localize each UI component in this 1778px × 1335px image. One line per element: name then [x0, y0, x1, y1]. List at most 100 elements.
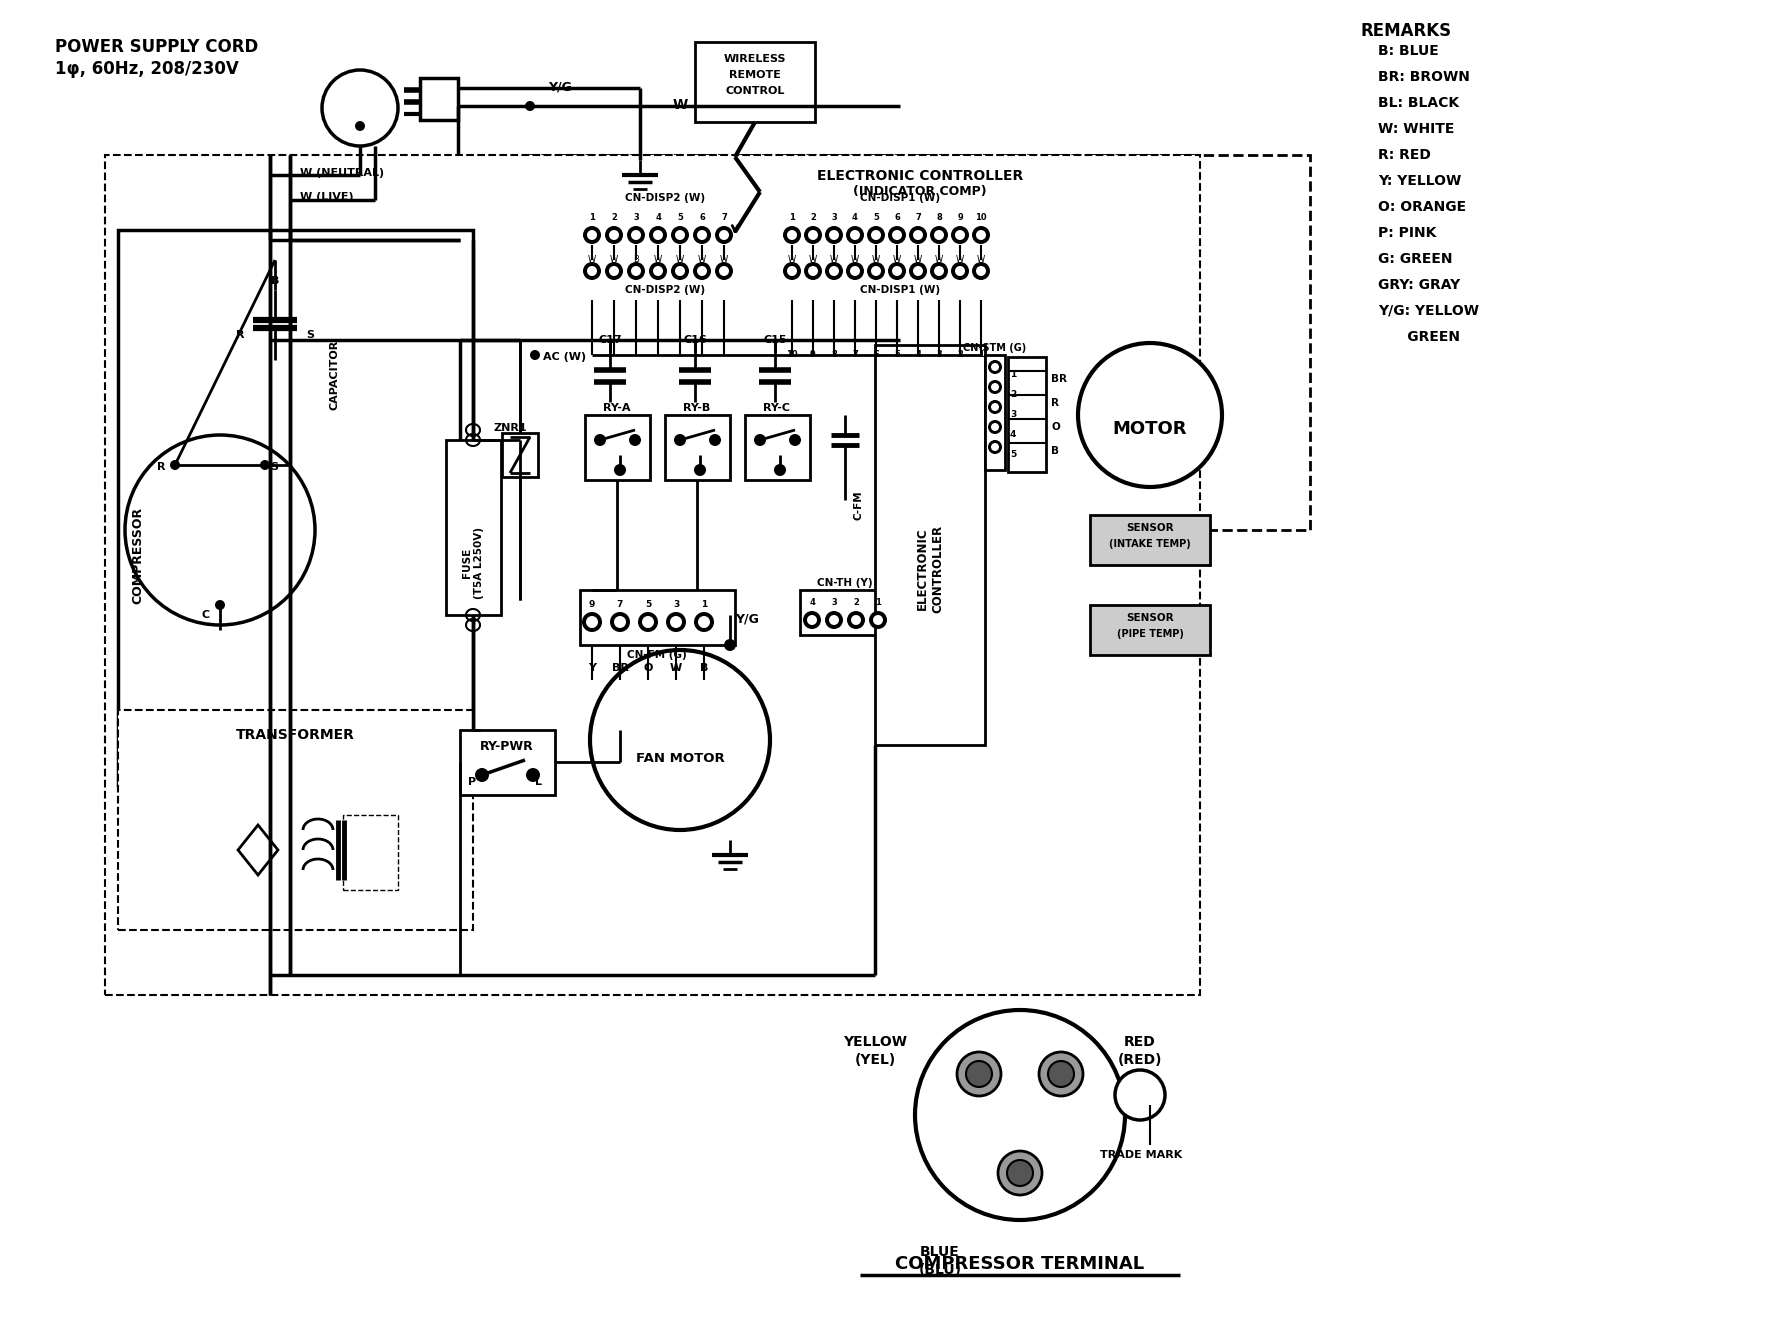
Circle shape: [990, 423, 999, 431]
Circle shape: [642, 615, 654, 627]
Circle shape: [912, 266, 923, 276]
Text: 6: 6: [699, 214, 704, 222]
Bar: [117, 230, 473, 785]
Circle shape: [829, 615, 839, 625]
Circle shape: [868, 262, 885, 280]
Text: 3: 3: [672, 599, 679, 609]
Text: ELECTRONIC
CONTROLLER: ELECTRONIC CONTROLLER: [916, 525, 944, 613]
Circle shape: [653, 230, 663, 240]
Circle shape: [887, 262, 907, 280]
Text: COMPRESSOR TERMINAL: COMPRESSOR TERMINAL: [896, 1255, 1145, 1274]
Bar: [875, 344, 985, 745]
Bar: [1090, 605, 1211, 655]
Circle shape: [754, 434, 766, 446]
Text: 7: 7: [852, 350, 857, 359]
Text: 10: 10: [786, 350, 798, 359]
Circle shape: [825, 226, 843, 244]
Circle shape: [525, 101, 535, 111]
Text: W: W: [893, 255, 901, 264]
Text: SENSOR: SENSOR: [1125, 613, 1173, 623]
Circle shape: [674, 434, 686, 446]
Text: W: W: [670, 663, 683, 673]
Circle shape: [638, 611, 658, 631]
Text: 1: 1: [875, 598, 880, 607]
Circle shape: [587, 230, 597, 240]
Text: 2: 2: [853, 598, 859, 607]
Text: W: W: [788, 255, 797, 264]
Bar: [446, 441, 501, 615]
Text: W: W: [589, 255, 596, 264]
Text: W (NEUTRAL): W (NEUTRAL): [300, 168, 384, 178]
Text: 3: 3: [1010, 410, 1017, 419]
Circle shape: [610, 266, 619, 276]
Circle shape: [613, 465, 626, 477]
Text: B: B: [701, 663, 708, 673]
Text: 8: 8: [937, 214, 942, 222]
Text: C17: C17: [597, 335, 622, 344]
Text: SENSOR: SENSOR: [1125, 523, 1173, 533]
Circle shape: [909, 262, 926, 280]
Text: O: ORANGE: O: ORANGE: [1378, 200, 1467, 214]
Text: 5: 5: [645, 599, 651, 609]
Bar: [501, 433, 539, 477]
Bar: [1090, 515, 1211, 565]
Text: 5: 5: [677, 214, 683, 222]
Text: W: WHITE: W: WHITE: [1378, 121, 1454, 136]
Bar: [580, 206, 750, 300]
Text: W: W: [871, 255, 880, 264]
Text: MOTOR: MOTOR: [1113, 421, 1188, 438]
Circle shape: [670, 226, 690, 244]
Text: (YEL): (YEL): [855, 1053, 896, 1067]
Text: 1: 1: [789, 214, 795, 222]
Bar: [117, 710, 473, 930]
Circle shape: [718, 230, 729, 240]
Circle shape: [610, 611, 629, 631]
Circle shape: [930, 226, 948, 244]
Circle shape: [1077, 343, 1221, 487]
Circle shape: [990, 403, 999, 411]
Circle shape: [912, 230, 923, 240]
Circle shape: [955, 266, 965, 276]
Text: WIRELESS: WIRELESS: [724, 53, 786, 64]
Text: YELLOW: YELLOW: [843, 1035, 907, 1049]
Circle shape: [933, 230, 944, 240]
Circle shape: [715, 226, 733, 244]
Text: O: O: [1051, 422, 1060, 433]
Text: 5: 5: [873, 214, 878, 222]
Text: RY-B: RY-B: [683, 403, 711, 413]
Circle shape: [715, 262, 733, 280]
Text: C16: C16: [683, 335, 708, 344]
Circle shape: [782, 226, 802, 244]
Text: RY-C: RY-C: [763, 403, 791, 413]
Text: REMARKS: REMARKS: [1360, 21, 1451, 40]
Circle shape: [605, 262, 622, 280]
Text: CN-DISP2 (W): CN-DISP2 (W): [624, 284, 706, 295]
Text: TRADE MARK: TRADE MARK: [1101, 1149, 1182, 1160]
Circle shape: [909, 226, 926, 244]
Text: (PIPE TEMP): (PIPE TEMP): [1117, 629, 1184, 639]
Text: BR: BR: [1051, 374, 1067, 384]
Bar: [585, 415, 651, 481]
Text: Y/G: YELLOW: Y/G: YELLOW: [1378, 304, 1479, 318]
Text: C15: C15: [763, 335, 786, 344]
Text: 2: 2: [811, 214, 816, 222]
Text: W: W: [720, 255, 729, 264]
Circle shape: [976, 230, 987, 240]
Bar: [105, 155, 1200, 995]
Circle shape: [789, 434, 802, 446]
Bar: [364, 88, 372, 105]
Circle shape: [852, 615, 861, 625]
Bar: [1008, 356, 1045, 473]
Text: O: O: [644, 663, 653, 673]
Circle shape: [825, 262, 843, 280]
Text: 3: 3: [830, 214, 837, 222]
Text: AC (W): AC (W): [542, 352, 587, 362]
Text: COMPRESSOR: COMPRESSOR: [132, 507, 144, 605]
Bar: [800, 590, 891, 635]
Text: 2: 2: [612, 214, 617, 222]
Text: L: L: [535, 777, 542, 788]
Circle shape: [989, 400, 1003, 414]
Text: W: W: [676, 255, 685, 264]
Circle shape: [804, 226, 821, 244]
Circle shape: [693, 465, 706, 477]
